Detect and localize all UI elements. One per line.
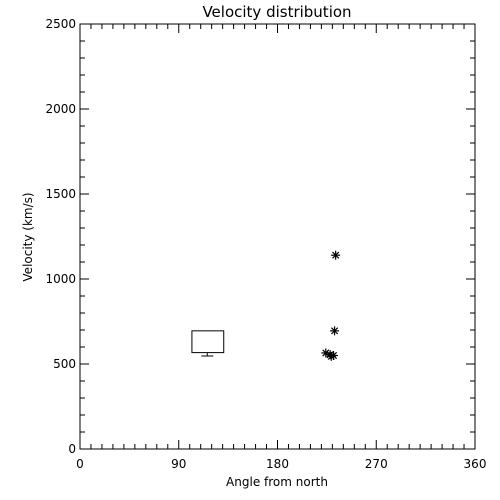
data-point-star (331, 250, 341, 260)
y-axis-label: Velocity (km/s) (21, 192, 35, 281)
x-axis-label: Angle from north (226, 475, 328, 489)
x-tick-label: 180 (266, 457, 289, 471)
plot-frame (79, 23, 476, 450)
velocity-box (191, 330, 225, 357)
y-tick-label: 2000 (45, 102, 76, 116)
x-tick-label: 360 (464, 457, 487, 471)
axis-ticks (79, 23, 476, 450)
data-point-star (330, 326, 340, 336)
x-tick-labels: 0 90 180 270 360 (76, 457, 486, 471)
x-tick-label: 90 (171, 457, 186, 471)
y-tick-label: 1000 (45, 272, 76, 286)
y-tick-label: 500 (53, 357, 76, 371)
y-tick-label: 2500 (45, 17, 76, 31)
y-tick-labels: 0 500 1000 1500 2000 2500 (45, 17, 76, 456)
x-tick-label: 0 (76, 457, 84, 471)
data-point-star (328, 351, 338, 360)
box-body (191, 330, 225, 354)
x-tick-label: 270 (365, 457, 388, 471)
y-tick-label: 1500 (45, 187, 76, 201)
y-tick-label: 0 (68, 442, 76, 456)
chart-title: Velocity distribution (202, 3, 351, 21)
data-points (321, 250, 341, 361)
